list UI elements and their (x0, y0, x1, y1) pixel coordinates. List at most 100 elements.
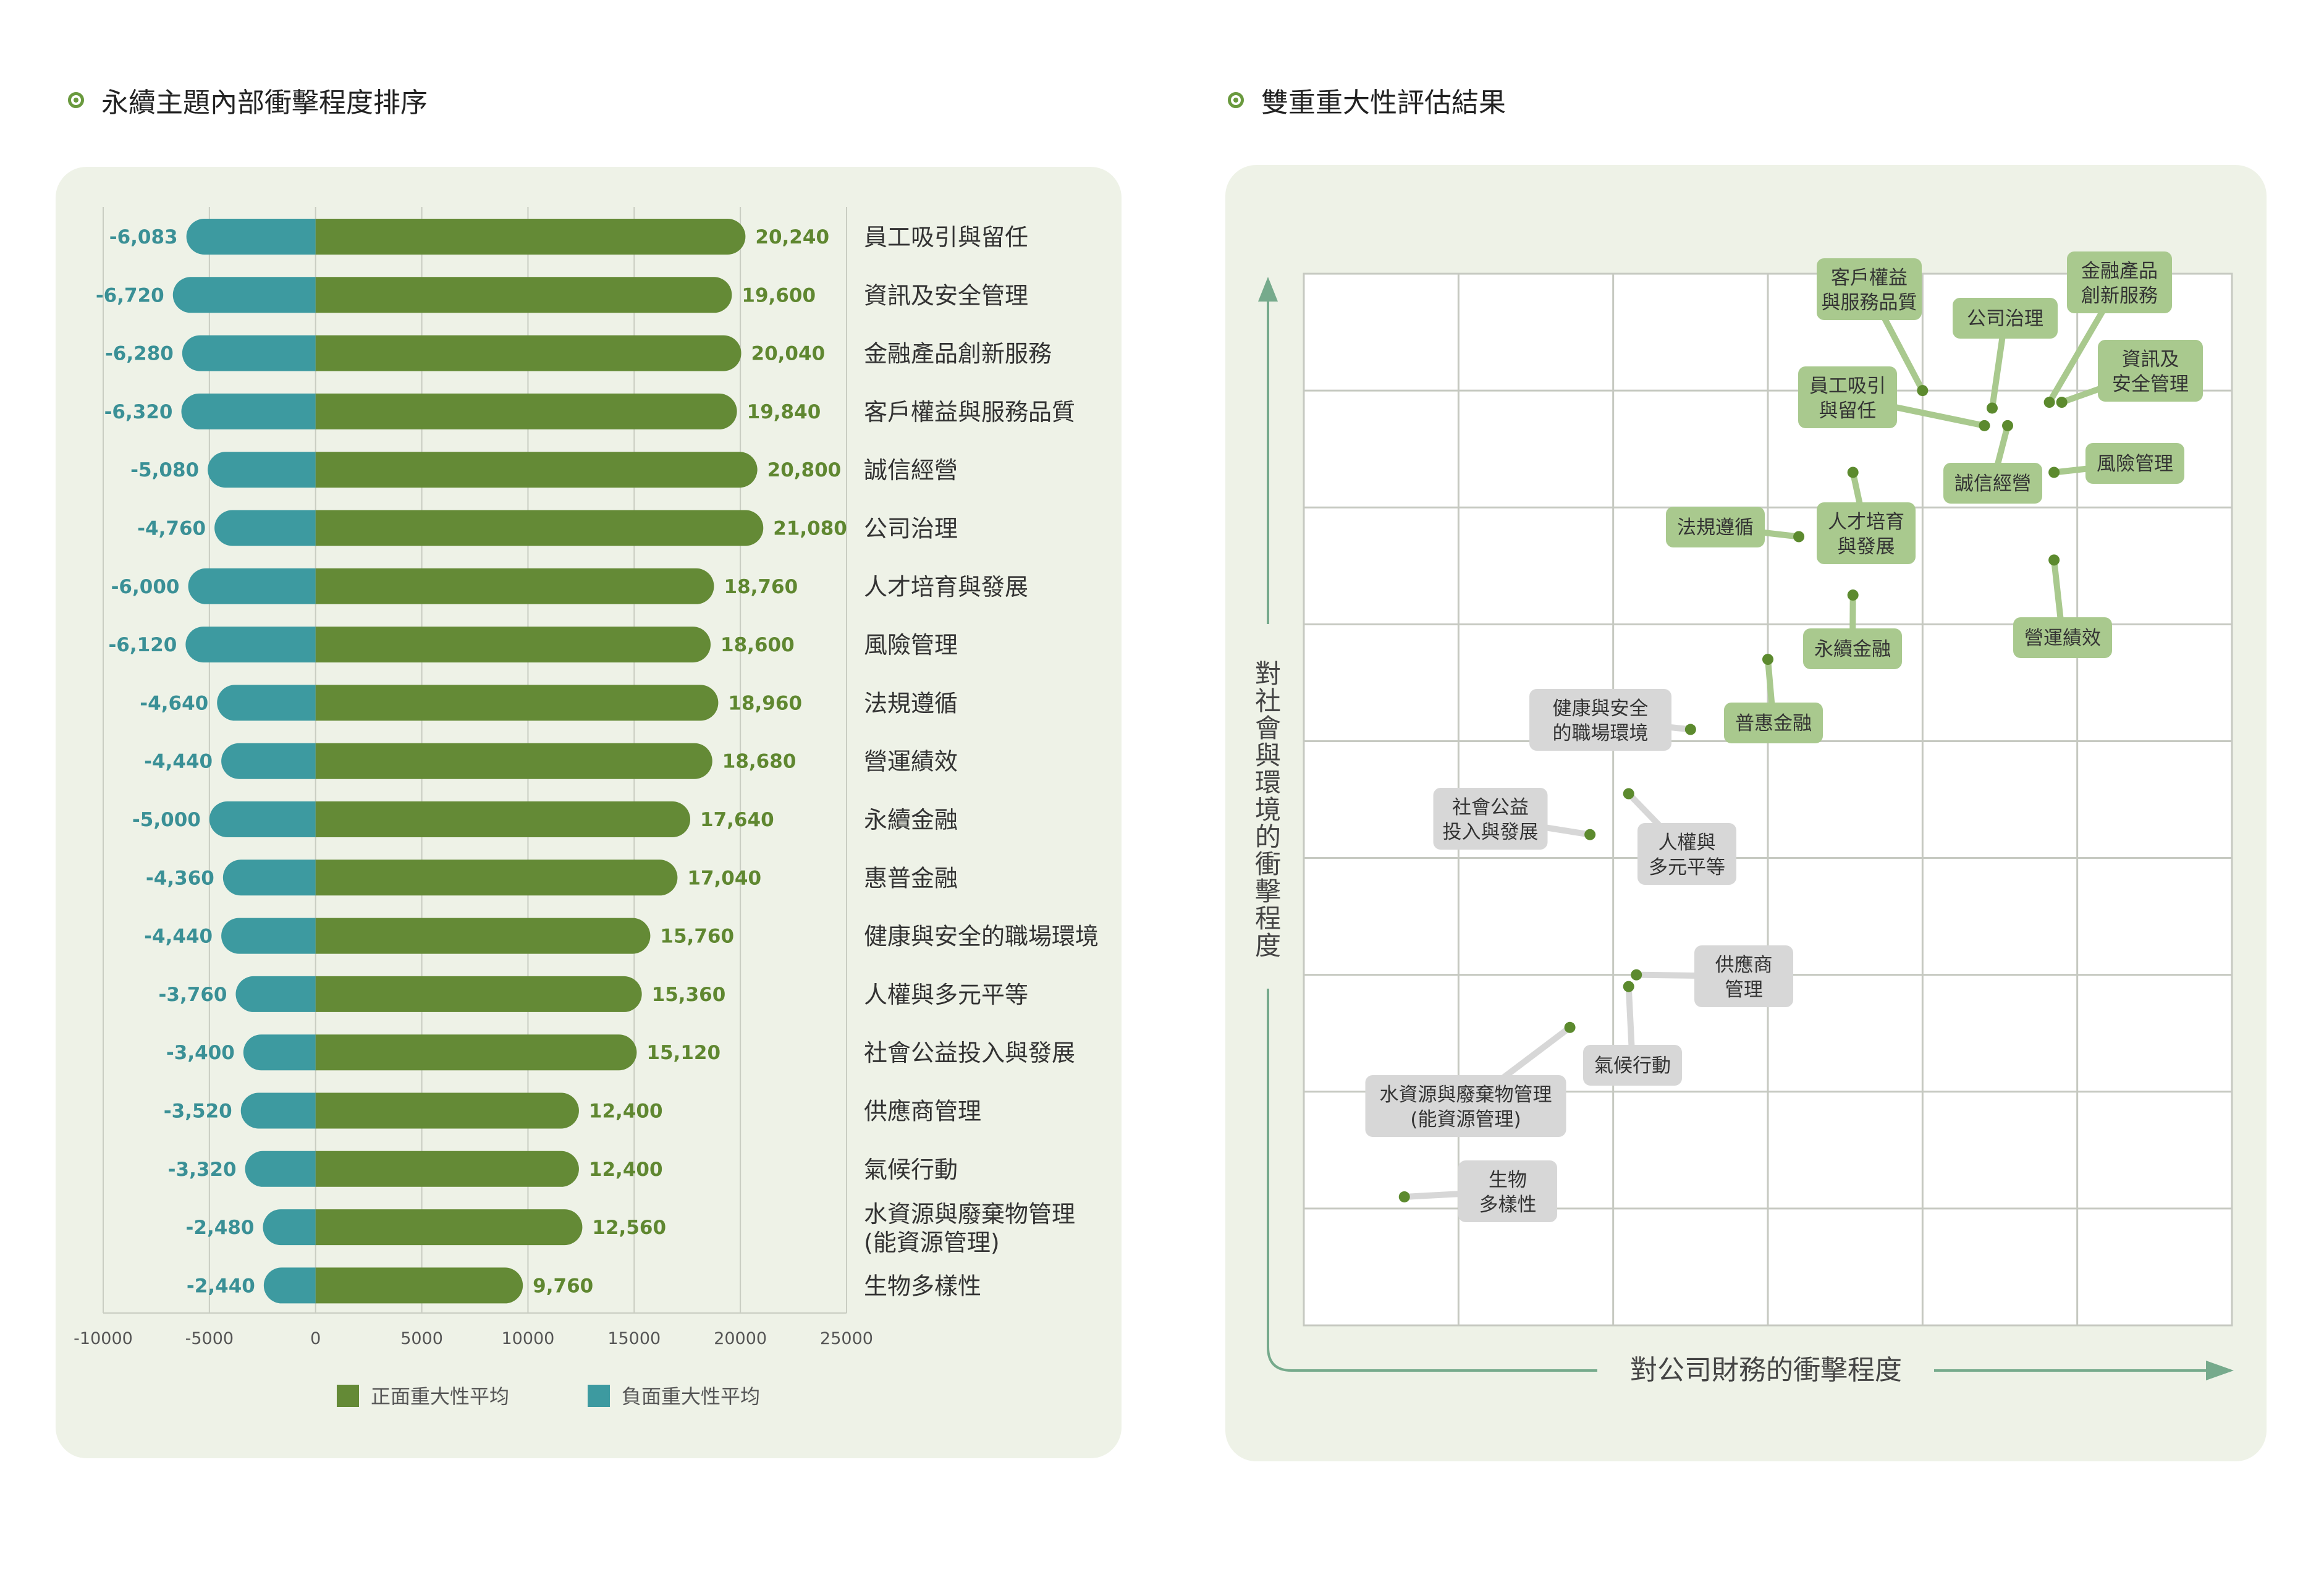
point-label: 人權與多元平等 (1649, 832, 1725, 879)
point-label-box (1694, 945, 1793, 1007)
negative-value-label: -6,000 (111, 576, 180, 598)
category-label: 誠信經營 (864, 457, 958, 484)
positive-value-label: 9,760 (533, 1275, 593, 1297)
point-label-box (1666, 507, 1765, 547)
matrix-point-group: 誠信經營 (1943, 420, 2042, 504)
category-label: 人才培育與發展 (864, 573, 1028, 601)
matrix-point-group: 資訊及安全管理 (2056, 340, 2203, 408)
point-label: 生物多樣性 (1479, 1169, 1537, 1216)
x-tick-label: 20000 (714, 1329, 767, 1348)
positive-value-label: 21,080 (773, 518, 847, 540)
matrix-point-group: 公司治理 (1953, 298, 2058, 414)
positive-value-label: 17,640 (700, 809, 774, 831)
x-tick-label: 10000 (501, 1329, 554, 1348)
negative-bar (208, 452, 316, 488)
point-label: 金融產品創新服務 (2081, 260, 2158, 307)
matrix-point-group: 生物多樣性 (1398, 1160, 1557, 1222)
point-label-box (1798, 366, 1897, 428)
point-label: 營運績效 (2024, 627, 2101, 649)
y-axis-label-char: 衝 (1255, 849, 1281, 879)
matrix-point (1979, 420, 1990, 431)
positive-bar (315, 1209, 583, 1246)
point-label: 社會公益投入與發展 (1443, 796, 1539, 843)
negative-bar (240, 1092, 316, 1129)
positive-bar (315, 627, 711, 663)
point-label: 資訊及安全管理 (2112, 348, 2189, 395)
positive-bar (315, 335, 742, 371)
point-label-box (1529, 689, 1671, 751)
negative-value-label: -6,083 (109, 226, 178, 248)
category-label: 營運績效 (864, 748, 958, 775)
negative-bar (221, 743, 316, 779)
negative-value-label: -3,320 (168, 1159, 237, 1181)
category-label: 法規遵循 (864, 690, 958, 717)
point-label: 公司治理 (1967, 308, 2043, 330)
positive-value-label: 12,560 (592, 1217, 666, 1239)
negative-bar (263, 1209, 316, 1246)
positive-bar (315, 219, 746, 255)
matrix-point (1398, 1191, 1410, 1202)
matrix-point-group: 普惠金融 (1724, 654, 1823, 743)
x-tick-label: -5000 (185, 1329, 234, 1348)
category-label: 永續金融 (864, 806, 958, 834)
point-label: 誠信經營 (1954, 473, 2031, 495)
positive-value-label: 12,400 (589, 1100, 663, 1123)
positive-value-label: 19,840 (747, 401, 821, 423)
point-label-box (1817, 258, 1922, 320)
negative-bar (245, 1151, 316, 1187)
negative-bar (263, 1267, 316, 1304)
negative-value-label: -6,120 (108, 634, 177, 656)
category-label: 生物多樣性 (864, 1272, 981, 1299)
positive-value-label: 17,040 (687, 867, 761, 889)
matrix-point (1564, 1021, 1576, 1033)
point-label: 永續金融 (1814, 638, 1891, 661)
title-bullet-icon (68, 92, 84, 108)
category-label: 氣候行動 (864, 1156, 958, 1183)
matrix-point-group: 人才培育與發展 (1817, 467, 1916, 564)
y-axis-label-char: 環 (1255, 767, 1281, 798)
category-label: 員工吸引與留任 (864, 224, 1028, 251)
positive-value-label: 19,600 (742, 284, 816, 306)
positive-bar (315, 568, 714, 604)
point-label: 客戶權益與服務品質 (1822, 267, 1917, 314)
y-axis-label-char: 與 (1255, 740, 1281, 771)
category-label: 人權與多元平等 (864, 981, 1028, 1008)
positive-value-label: 20,240 (755, 226, 829, 248)
legend-label: 負面重大性平均 (622, 1385, 760, 1408)
category-label: 健康與安全的職場環境 (864, 923, 1099, 950)
left-title-text: 永續主題內部衝擊程度排序 (101, 87, 428, 119)
matrix-point-group: 員工吸引與留任 (1798, 366, 1990, 431)
matrix-point (2048, 467, 2060, 478)
point-label: 法規遵循 (1677, 517, 1754, 539)
negative-value-label: -5,080 (130, 459, 199, 481)
positive-value-label: 15,360 (652, 984, 726, 1006)
negative-value-label: -4,440 (144, 926, 213, 948)
negative-value-label: -5,000 (132, 809, 201, 831)
right-title-text: 雙重重大性評估結果 (1261, 87, 1506, 119)
point-label-box (1803, 628, 1902, 669)
matrix-point-group: 法規遵循 (1666, 507, 1805, 547)
matrix-point (1762, 654, 1773, 665)
negative-value-label: -4,440 (144, 751, 213, 773)
category-label: 金融產品創新服務 (864, 340, 1052, 368)
negative-value-label: -6,320 (104, 401, 173, 423)
matrix-point (1584, 829, 1596, 840)
matrix-point-group: 人權與多元平等 (1623, 788, 1736, 885)
point-label-box (1637, 823, 1736, 885)
positive-bar (315, 859, 678, 896)
y-axis-label-char: 程 (1255, 903, 1281, 934)
negative-bar (185, 627, 316, 663)
legend-label: 正面重大性平均 (371, 1385, 509, 1408)
matrix-point-group: 金融產品創新服務 (2043, 251, 2172, 408)
title-bullet-icon (1228, 92, 1244, 108)
negative-bar (182, 335, 316, 371)
x-axis-arrowhead (2206, 1361, 2234, 1380)
x-axis-label: 對公司財務的衝擊程度 (1630, 1354, 1902, 1386)
y-axis-label-char: 對 (1255, 659, 1281, 689)
x-tick-label: 25000 (820, 1329, 873, 1348)
matrix-point-group: 社會公益投入與發展 (1433, 788, 1596, 850)
point-label: 風險管理 (2097, 453, 2173, 475)
y-axis-arrowhead (1258, 277, 1278, 302)
x-tick-label: 0 (310, 1329, 321, 1348)
